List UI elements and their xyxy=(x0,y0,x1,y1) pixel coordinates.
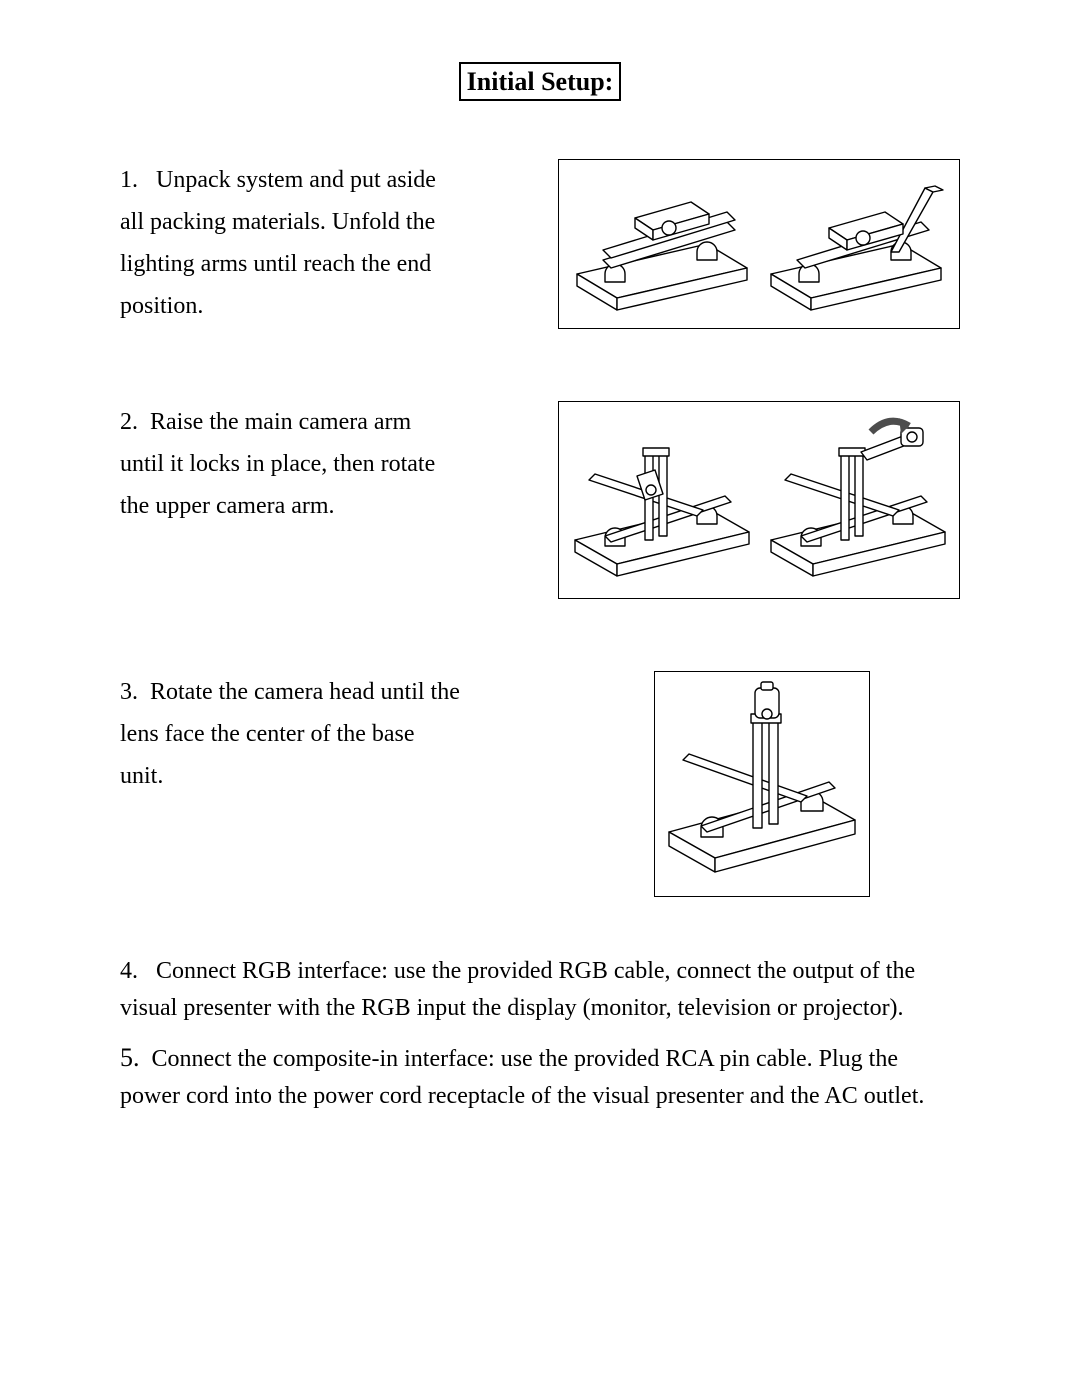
step-5-body: Connect the composite-in interface: use … xyxy=(120,1046,924,1109)
step-1-figure xyxy=(558,159,960,329)
step-1-body: Unpack system and put aside all packing … xyxy=(120,167,436,319)
presenter-unfold-icon xyxy=(559,160,959,328)
step-2-row: 2. Raise the main camera arm until it lo… xyxy=(120,401,960,599)
step-1-row: 1. Unpack system and put aside all packi… xyxy=(120,159,960,329)
step-2-body: Raise the main camera arm until it locks… xyxy=(120,409,435,519)
step-5-text: 5. Connect the composite-in interface: u… xyxy=(120,1038,960,1115)
step-4-body: Connect RGB interface: use the provided … xyxy=(120,958,915,1021)
document-page: Initial Setup: 1. Unpack system and put … xyxy=(0,0,1080,1397)
step-2-figure xyxy=(558,401,960,599)
step-3-figure xyxy=(654,671,870,897)
step-3-row: 3. Rotate the camera head until the lens… xyxy=(120,671,960,897)
step-3-body: Rotate the camera head until the lens fa… xyxy=(120,679,460,789)
step-2-text: 2. Raise the main camera arm until it lo… xyxy=(120,401,460,527)
presenter-raise-arm-icon xyxy=(559,402,959,598)
title-wrap: Initial Setup: xyxy=(120,62,960,101)
step-4-num: 4. xyxy=(120,958,138,984)
step-1-num: 1. xyxy=(120,167,138,193)
page-title: Initial Setup: xyxy=(459,62,622,101)
step-5-num: 5. xyxy=(120,1043,140,1072)
step-2-num: 2. xyxy=(120,409,138,435)
step-4-text: 4. Connect RGB interface: use the provid… xyxy=(120,953,960,1027)
step-3-num: 3. xyxy=(120,679,138,705)
presenter-final-icon xyxy=(655,672,869,896)
step-1-text: 1. Unpack system and put aside all packi… xyxy=(120,159,460,327)
step-3-text: 3. Rotate the camera head until the lens… xyxy=(120,671,460,797)
